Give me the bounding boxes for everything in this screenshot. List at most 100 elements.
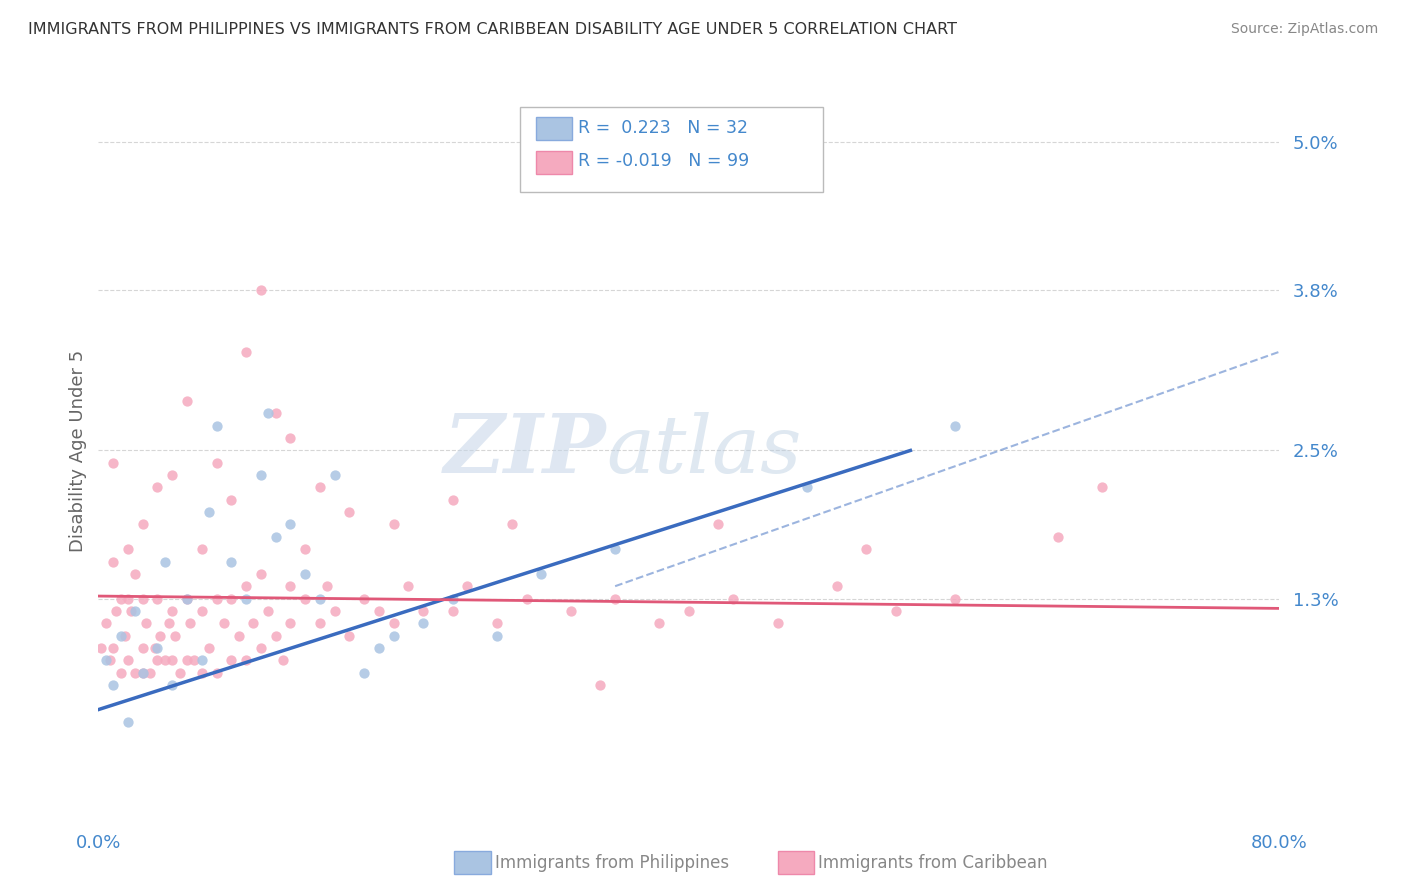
Point bbox=[235, 344, 257, 359]
Point bbox=[825, 579, 848, 593]
Point bbox=[132, 591, 155, 606]
Point bbox=[294, 542, 316, 557]
Point bbox=[382, 517, 405, 532]
Text: ZIP: ZIP bbox=[444, 410, 606, 491]
Point bbox=[120, 604, 142, 618]
Point bbox=[943, 591, 966, 606]
Point bbox=[162, 604, 183, 618]
Point bbox=[94, 653, 117, 667]
Point bbox=[339, 505, 361, 519]
Point bbox=[309, 481, 332, 495]
Text: Immigrants from Philippines: Immigrants from Philippines bbox=[495, 854, 730, 871]
Point bbox=[235, 591, 257, 606]
Point bbox=[139, 665, 162, 680]
Point bbox=[176, 653, 198, 667]
Point bbox=[169, 665, 191, 680]
Point bbox=[294, 591, 316, 606]
Point bbox=[339, 628, 361, 642]
Point bbox=[323, 468, 346, 483]
Point bbox=[153, 653, 176, 667]
Point bbox=[264, 628, 287, 642]
Point bbox=[110, 665, 132, 680]
Point bbox=[884, 604, 907, 618]
Point bbox=[132, 517, 155, 532]
Point bbox=[250, 468, 273, 483]
Point bbox=[110, 628, 132, 642]
Point bbox=[323, 604, 346, 618]
Point bbox=[117, 542, 139, 557]
Point bbox=[132, 640, 155, 655]
Text: R = -0.019   N = 99: R = -0.019 N = 99 bbox=[578, 153, 749, 170]
Point bbox=[124, 566, 146, 581]
Point bbox=[191, 542, 214, 557]
Point bbox=[1046, 530, 1070, 544]
Point bbox=[105, 604, 128, 618]
Point bbox=[94, 616, 117, 631]
Point bbox=[157, 616, 180, 631]
Point bbox=[228, 628, 250, 642]
Point bbox=[117, 653, 139, 667]
Point bbox=[212, 616, 235, 631]
Point bbox=[382, 628, 405, 642]
Point bbox=[316, 579, 339, 593]
Point bbox=[796, 481, 818, 495]
Point bbox=[250, 566, 273, 581]
Text: IMMIGRANTS FROM PHILIPPINES VS IMMIGRANTS FROM CARIBBEAN DISABILITY AGE UNDER 5 : IMMIGRANTS FROM PHILIPPINES VS IMMIGRANT… bbox=[28, 22, 957, 37]
Text: Immigrants from Caribbean: Immigrants from Caribbean bbox=[818, 854, 1047, 871]
Point bbox=[242, 616, 264, 631]
Point bbox=[90, 640, 112, 655]
Point bbox=[221, 554, 243, 569]
Point bbox=[183, 653, 205, 667]
Point bbox=[353, 591, 375, 606]
Point bbox=[294, 566, 316, 581]
Point bbox=[146, 640, 169, 655]
Point bbox=[257, 407, 280, 421]
Text: R =  0.223   N = 32: R = 0.223 N = 32 bbox=[578, 119, 748, 136]
Point bbox=[280, 431, 302, 445]
Point bbox=[271, 653, 294, 667]
Point bbox=[309, 616, 332, 631]
Point bbox=[486, 616, 509, 631]
Point bbox=[441, 604, 464, 618]
Point bbox=[648, 616, 671, 631]
Text: atlas: atlas bbox=[606, 412, 801, 489]
Point bbox=[398, 579, 420, 593]
Point bbox=[114, 628, 136, 642]
Point bbox=[165, 628, 187, 642]
Point bbox=[221, 492, 243, 507]
Point bbox=[280, 579, 302, 593]
Point bbox=[353, 665, 375, 680]
Point bbox=[855, 542, 877, 557]
Point bbox=[191, 665, 214, 680]
Point bbox=[176, 394, 198, 409]
Point bbox=[943, 418, 966, 433]
Point bbox=[441, 492, 464, 507]
Point bbox=[457, 579, 479, 593]
Point bbox=[205, 418, 228, 433]
Point bbox=[153, 554, 176, 569]
Point bbox=[368, 604, 391, 618]
Point bbox=[221, 653, 243, 667]
Point bbox=[235, 653, 257, 667]
Text: Source: ZipAtlas.com: Source: ZipAtlas.com bbox=[1230, 22, 1378, 37]
Point bbox=[280, 616, 302, 631]
Point bbox=[766, 616, 789, 631]
Point bbox=[516, 591, 538, 606]
Point bbox=[98, 653, 121, 667]
Point bbox=[205, 591, 228, 606]
Point bbox=[501, 517, 523, 532]
Point bbox=[605, 591, 627, 606]
Point bbox=[135, 616, 157, 631]
Point bbox=[589, 678, 612, 692]
Point bbox=[412, 604, 434, 618]
Point bbox=[486, 628, 509, 642]
Point bbox=[235, 579, 257, 593]
Point bbox=[280, 517, 302, 532]
Point bbox=[103, 456, 125, 470]
Point bbox=[707, 517, 730, 532]
Point bbox=[191, 604, 214, 618]
Point bbox=[110, 591, 132, 606]
Point bbox=[309, 591, 332, 606]
Point bbox=[176, 591, 198, 606]
Point bbox=[162, 653, 183, 667]
